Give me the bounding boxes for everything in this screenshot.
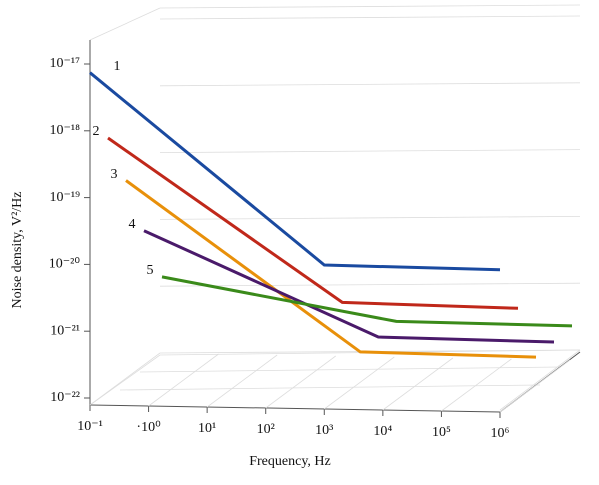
- y-axis-title: Noise density, V²/Hz: [10, 192, 25, 309]
- grid-line: [89, 352, 161, 406]
- x-tick-label: 10⁵: [432, 425, 451, 440]
- grid-line: [499, 359, 571, 413]
- series-label: 5: [147, 263, 154, 278]
- grid-line: [159, 149, 581, 153]
- series-label: 3: [111, 167, 118, 182]
- x-tick-label: 10³: [315, 423, 333, 438]
- series-label: 2: [93, 124, 100, 139]
- x-tick-label: 10⁴: [373, 424, 392, 439]
- grid-line: [159, 15, 581, 20]
- grid-line: [265, 355, 336, 409]
- x-tick-label: 10¹: [198, 421, 216, 436]
- y-tick-label: 10⁻¹⁹: [50, 190, 81, 205]
- grid-line: [159, 282, 581, 287]
- grid-line: [441, 358, 512, 412]
- series-line: [107, 136, 519, 310]
- y-tick-label: 10⁻¹⁸: [50, 123, 81, 138]
- grid-line: [324, 356, 395, 410]
- grid-line: [159, 82, 581, 87]
- y-tick-label: 10⁻¹⁷: [50, 56, 81, 71]
- x-tick-label: 10⁶: [491, 426, 510, 441]
- x-tick-label: ·10⁰: [136, 420, 161, 435]
- series-line: [143, 229, 555, 344]
- series-line: [161, 275, 573, 328]
- grid-line: [148, 353, 219, 407]
- x-tick-label: 10⁻¹: [77, 419, 103, 434]
- y-tick-label: 10⁻²¹: [50, 323, 80, 338]
- series-line: [125, 179, 537, 359]
- series-line: [89, 71, 501, 272]
- x-tick-label: 10²: [257, 422, 275, 437]
- grid-line: [382, 357, 454, 411]
- grid-line: [159, 216, 581, 220]
- y-tick-label: 10⁻²²: [50, 390, 80, 405]
- series-label: 4: [129, 217, 136, 232]
- y-tick-label: 10⁻²⁰: [49, 257, 81, 272]
- x-axis-title: Frequency, Hz: [249, 454, 331, 469]
- grid-line: [206, 354, 278, 408]
- series-label: 1: [114, 59, 121, 74]
